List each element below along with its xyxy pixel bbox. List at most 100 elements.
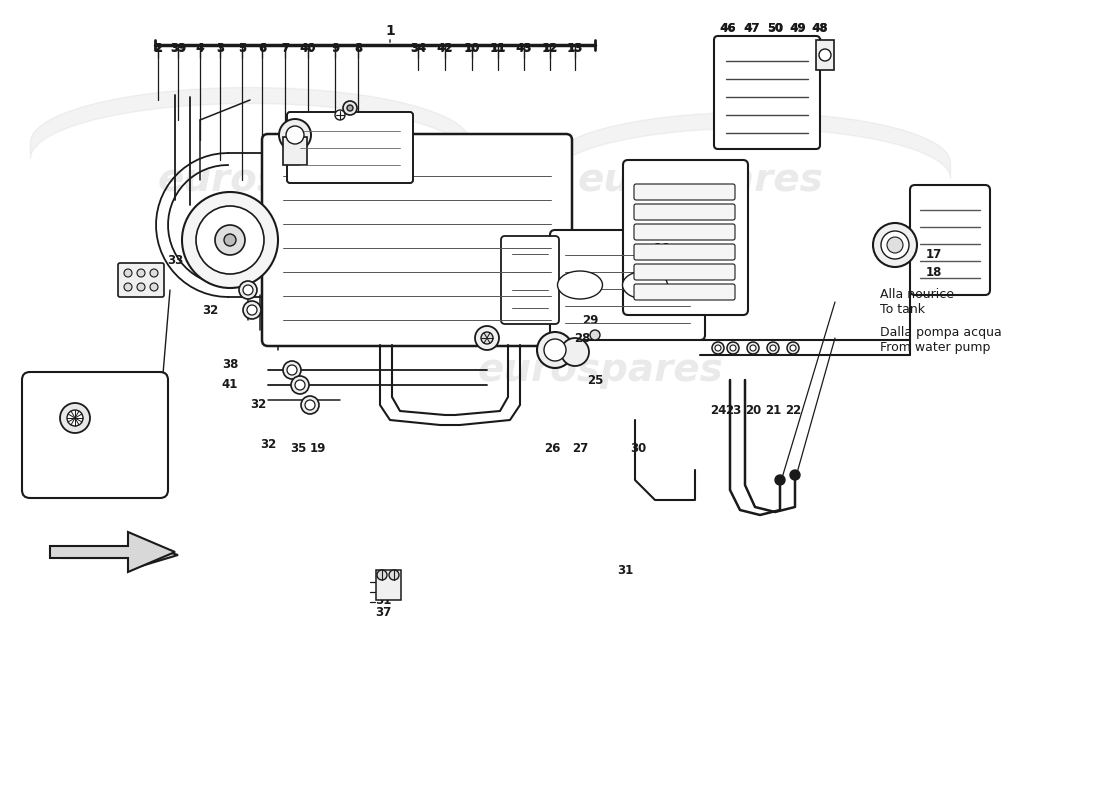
FancyBboxPatch shape <box>634 224 735 240</box>
Text: 37: 37 <box>375 606 392 619</box>
Circle shape <box>881 231 909 259</box>
Circle shape <box>712 342 724 354</box>
Text: 29: 29 <box>582 314 598 326</box>
Text: 33: 33 <box>167 254 183 266</box>
Text: 39: 39 <box>170 43 186 53</box>
Text: 44: 44 <box>350 149 366 162</box>
Text: 4: 4 <box>196 43 204 53</box>
Text: 9: 9 <box>331 42 339 54</box>
Text: 45: 45 <box>350 163 366 177</box>
Circle shape <box>475 326 499 350</box>
FancyBboxPatch shape <box>262 134 572 346</box>
Circle shape <box>239 281 257 299</box>
Circle shape <box>67 410 82 426</box>
Bar <box>283 137 307 165</box>
FancyBboxPatch shape <box>22 372 168 498</box>
Text: GD: GD <box>77 460 113 480</box>
Text: 18: 18 <box>926 266 943 278</box>
Text: 31: 31 <box>617 563 634 577</box>
Circle shape <box>790 470 800 480</box>
Text: 20: 20 <box>745 403 761 417</box>
Text: 14: 14 <box>653 203 670 217</box>
Text: 1: 1 <box>385 24 395 38</box>
Text: Dalla pompa acqua
From water pump: Dalla pompa acqua From water pump <box>880 326 1002 354</box>
Circle shape <box>730 345 736 351</box>
Text: 6: 6 <box>258 43 266 53</box>
Text: 39: 39 <box>169 42 186 54</box>
Circle shape <box>336 110 345 120</box>
Ellipse shape <box>623 271 668 299</box>
Circle shape <box>248 305 257 315</box>
Circle shape <box>286 126 304 144</box>
Circle shape <box>346 105 353 111</box>
Text: 27: 27 <box>572 442 588 454</box>
Text: 11: 11 <box>491 43 506 53</box>
Circle shape <box>727 342 739 354</box>
Circle shape <box>214 225 245 255</box>
Text: 34: 34 <box>410 42 426 54</box>
Circle shape <box>243 285 253 295</box>
Text: 42: 42 <box>437 43 453 53</box>
Text: 26: 26 <box>543 442 560 454</box>
FancyBboxPatch shape <box>623 160 748 315</box>
FancyBboxPatch shape <box>287 112 412 183</box>
Text: 52: 52 <box>478 338 495 351</box>
Text: 10: 10 <box>464 43 480 53</box>
Text: 40: 40 <box>300 42 316 54</box>
Circle shape <box>481 332 493 344</box>
Circle shape <box>305 400 315 410</box>
Circle shape <box>747 342 759 354</box>
Text: 34: 34 <box>91 411 108 425</box>
Text: 50: 50 <box>767 22 783 34</box>
Text: 41: 41 <box>222 378 239 391</box>
Circle shape <box>544 339 566 361</box>
Text: 23: 23 <box>725 403 741 417</box>
Circle shape <box>124 269 132 277</box>
Circle shape <box>790 345 796 351</box>
Circle shape <box>138 283 145 291</box>
Text: 13: 13 <box>568 43 583 53</box>
Text: 6: 6 <box>257 42 266 54</box>
Text: 43: 43 <box>516 42 532 54</box>
Circle shape <box>301 396 319 414</box>
Circle shape <box>715 345 720 351</box>
Ellipse shape <box>558 271 603 299</box>
FancyBboxPatch shape <box>634 264 735 280</box>
Bar <box>376 570 402 600</box>
Circle shape <box>873 223 917 267</box>
Text: 13: 13 <box>566 42 583 54</box>
Circle shape <box>750 345 756 351</box>
Text: 8: 8 <box>354 42 362 54</box>
Circle shape <box>150 269 158 277</box>
Circle shape <box>767 342 779 354</box>
FancyBboxPatch shape <box>634 184 735 200</box>
Text: 16: 16 <box>653 242 670 254</box>
Text: 10: 10 <box>464 42 480 54</box>
Text: 24: 24 <box>710 403 726 417</box>
Text: 32: 32 <box>202 303 218 317</box>
Text: 3: 3 <box>216 42 224 54</box>
Text: 19: 19 <box>310 442 327 454</box>
FancyBboxPatch shape <box>118 263 164 297</box>
Text: 34: 34 <box>410 43 426 53</box>
Text: 2: 2 <box>154 43 162 53</box>
Text: eurospares: eurospares <box>157 161 403 199</box>
FancyBboxPatch shape <box>634 284 735 300</box>
Text: 5: 5 <box>238 42 246 54</box>
Circle shape <box>377 570 387 580</box>
Circle shape <box>138 269 145 277</box>
Text: 4: 4 <box>196 42 205 54</box>
Text: 15: 15 <box>653 223 670 237</box>
Text: 17: 17 <box>926 249 942 262</box>
Text: 32: 32 <box>250 398 266 411</box>
Text: eurospares: eurospares <box>477 351 723 389</box>
Text: 28: 28 <box>574 331 591 345</box>
Text: 5: 5 <box>239 43 245 53</box>
Circle shape <box>279 119 311 151</box>
Text: 21: 21 <box>764 403 781 417</box>
Text: 3: 3 <box>217 43 223 53</box>
Circle shape <box>561 338 588 366</box>
Circle shape <box>770 345 776 351</box>
Text: 35: 35 <box>289 442 306 454</box>
FancyBboxPatch shape <box>910 185 990 295</box>
